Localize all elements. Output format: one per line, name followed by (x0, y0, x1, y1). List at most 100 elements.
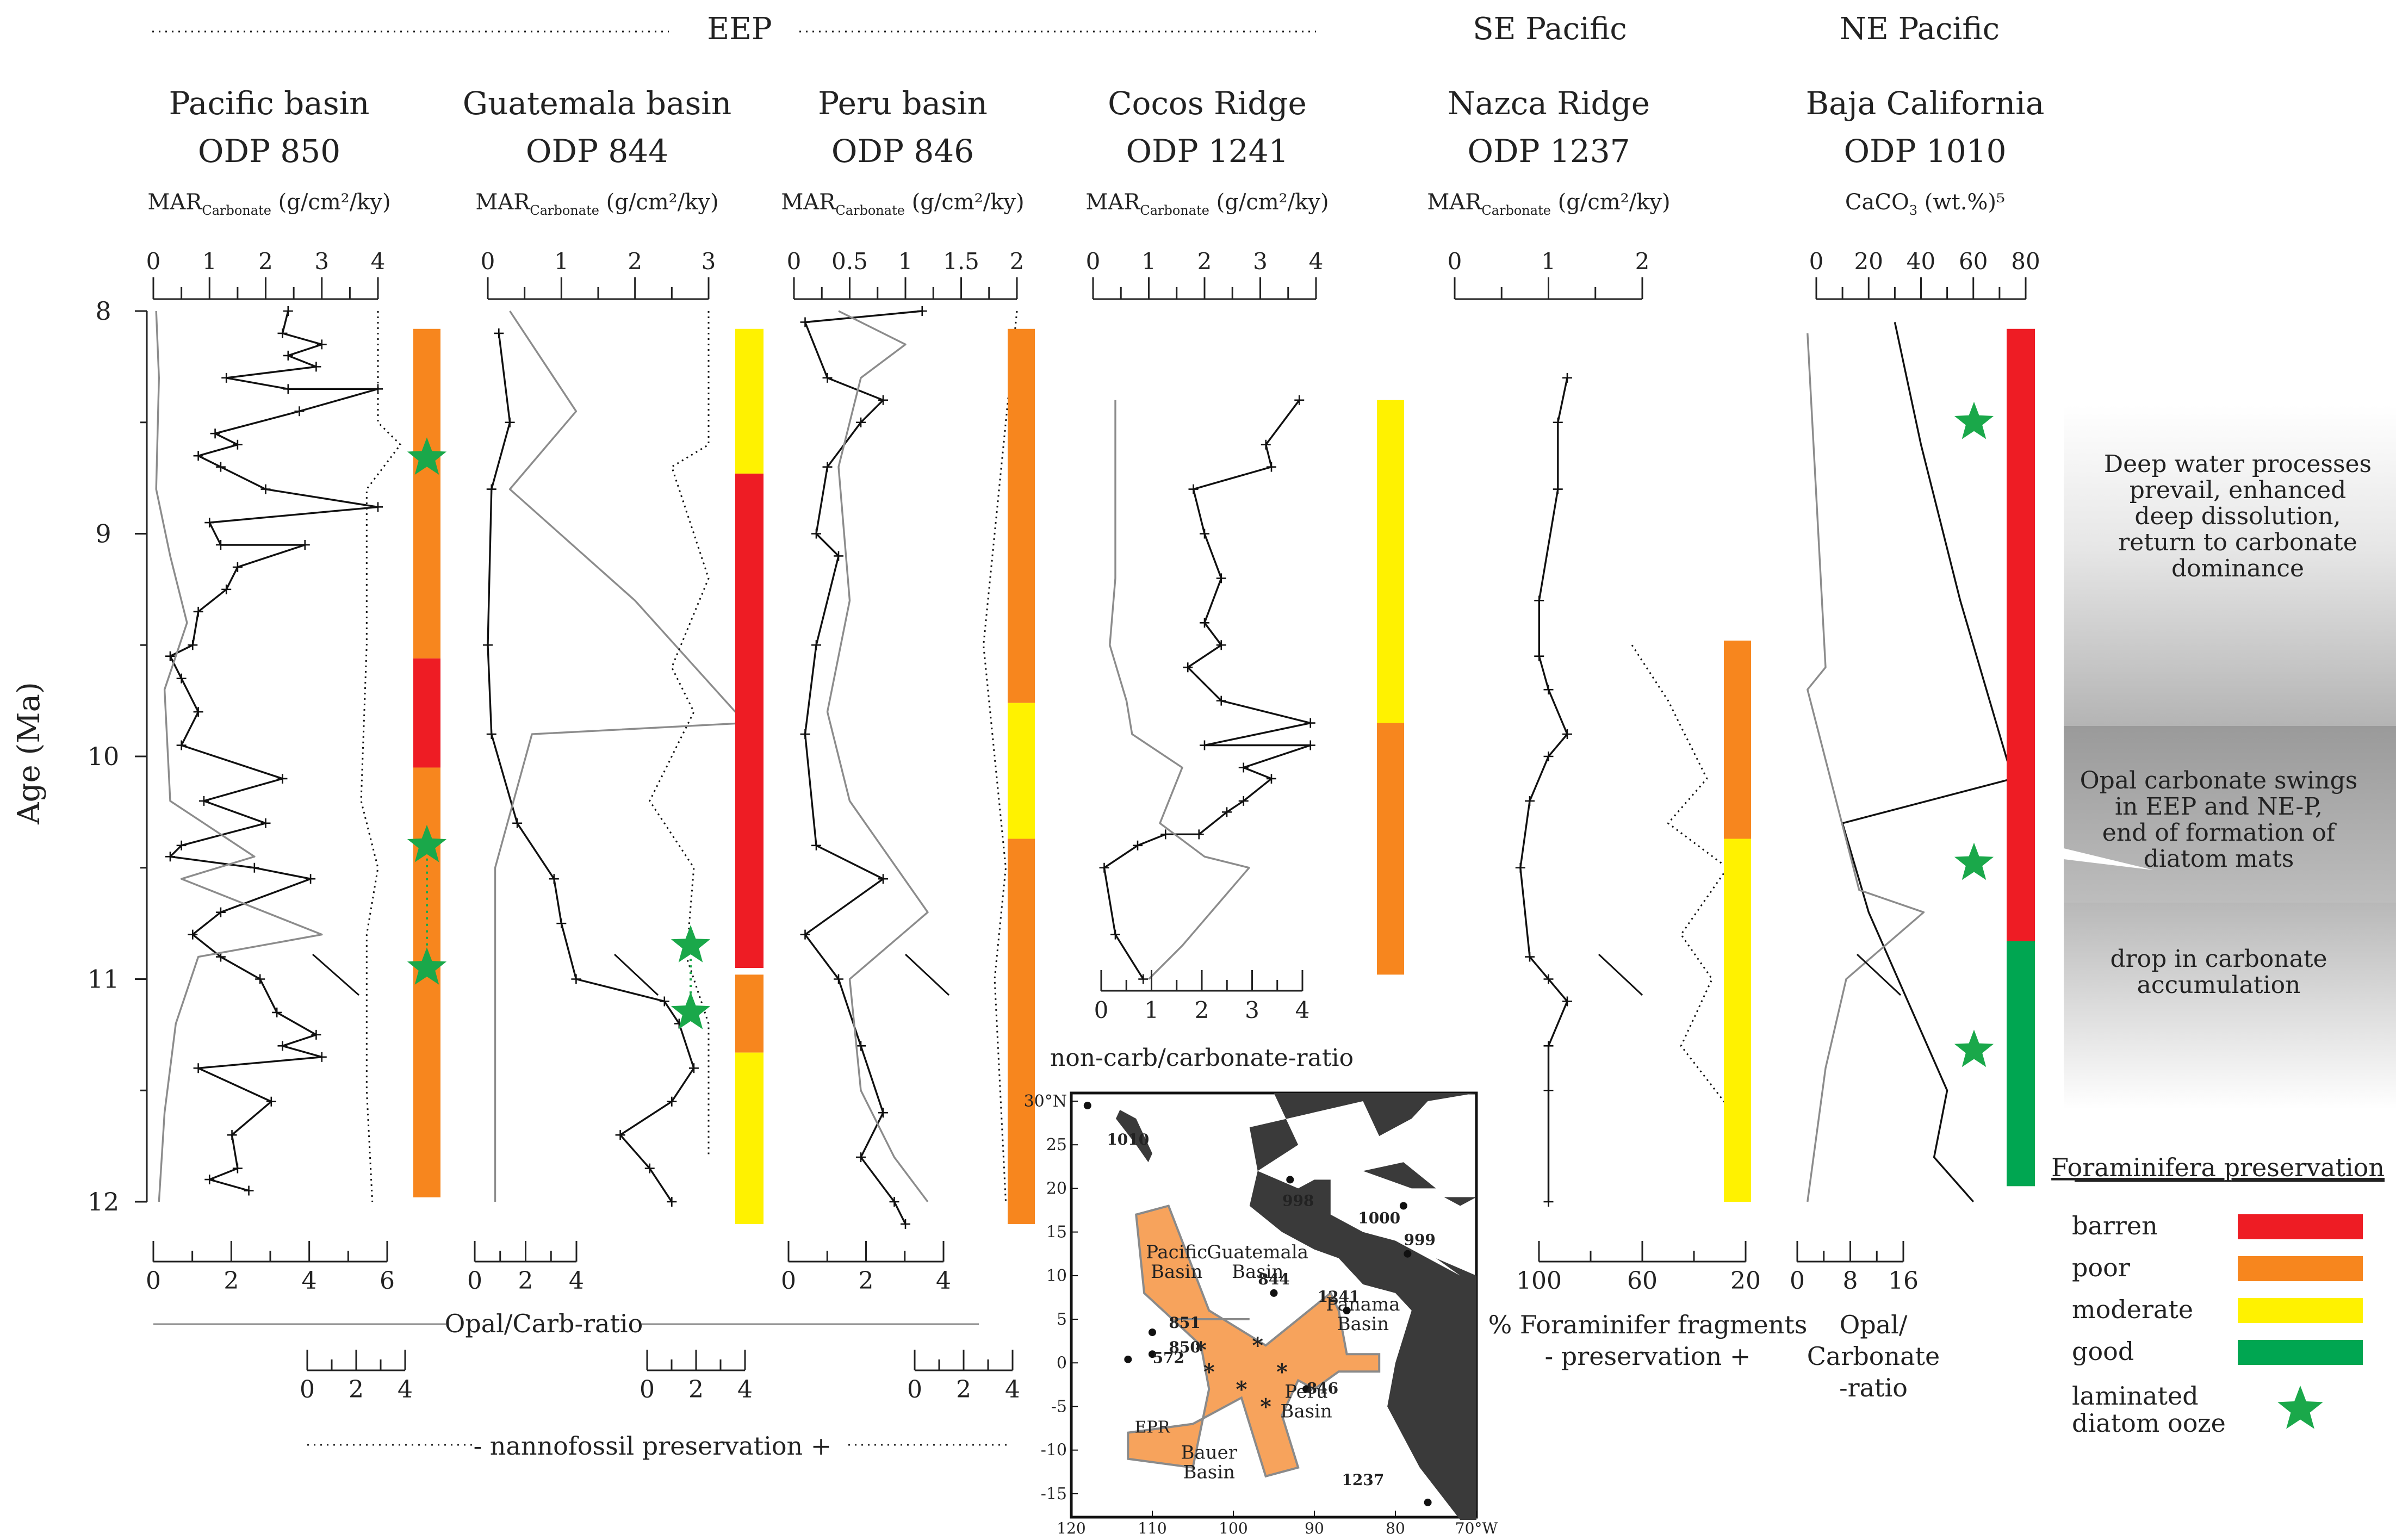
map-site-dot (1083, 1102, 1091, 1110)
bottom-axis-tick-label: 4 (1005, 1376, 1020, 1404)
foram-bar-segment (735, 473, 764, 968)
series-line (1631, 644, 1734, 1202)
bottom-axis: 0 2 4 (640, 1350, 753, 1404)
data-point (811, 840, 821, 850)
data-point (505, 417, 515, 427)
site-unit: MARCarbonate (g/cm²/ky) (1085, 190, 1329, 218)
data-point (667, 1096, 677, 1107)
basins-shape (1127, 1204, 1381, 1478)
data-point (486, 729, 496, 740)
data-point (615, 1130, 625, 1140)
map-site-label: 850 (1169, 1338, 1200, 1356)
data-point (1267, 773, 1276, 784)
bottom-axis-tick-label: 0 (1790, 1267, 1805, 1295)
data-point (1294, 395, 1305, 405)
bottom-axis-tick-label: 0 (640, 1376, 655, 1404)
data-point (878, 1108, 888, 1118)
bottom-axis-tick-label: 100 (1516, 1267, 1562, 1295)
annotation-line: accumulation (2137, 971, 2301, 999)
series-line (1103, 399, 1312, 980)
data-point (1261, 439, 1271, 450)
legend-label: poor (2072, 1253, 2130, 1282)
legend-laminated: laminated (2072, 1381, 2199, 1411)
data-point (486, 484, 496, 494)
star-icon (1954, 1029, 1994, 1067)
opal1010-axis-label: Opal/ (1840, 1310, 1908, 1339)
map-site-label: 851 (1169, 1314, 1200, 1332)
data-point (266, 1096, 276, 1107)
data-point (193, 451, 203, 461)
bottom-axis-tick-label: 60 (1627, 1267, 1658, 1295)
map-lat-label: 5 (1057, 1310, 1067, 1329)
data-point (889, 1197, 899, 1207)
legend: Foraminifera preservation barren poor moder… (2051, 1153, 2385, 1438)
annotation-line: Opal carbonate swings (2080, 767, 2358, 794)
data-point (188, 929, 198, 940)
series-line (360, 311, 401, 1202)
data-point (311, 362, 321, 372)
map-site-dot (1270, 1289, 1278, 1297)
data-point (1525, 796, 1535, 806)
data-point (1160, 829, 1171, 840)
bottom-axis-tick-label: 2 (688, 1376, 704, 1404)
map-basin-label: Panama (1326, 1294, 1400, 1315)
top-axis-tick-label: 1 (1141, 248, 1156, 275)
data-point (822, 462, 833, 472)
data-point (1222, 807, 1232, 817)
site-unit: MARCarbonate (g/cm²/ky) (1427, 190, 1670, 218)
data-point (1525, 952, 1535, 962)
data-point (1515, 862, 1525, 873)
land-caribbean (1363, 1162, 1476, 1206)
data-point (232, 562, 243, 572)
data-point (1216, 573, 1226, 583)
map-site-dot (1424, 1498, 1432, 1506)
data-point (311, 1029, 321, 1040)
bottom-axis: 0 2 4 (467, 1241, 584, 1295)
star-icon (407, 947, 447, 985)
map-lat-label: 0 (1057, 1353, 1067, 1373)
y-axis-label: Age (Ma) (11, 682, 47, 825)
data-point (215, 539, 226, 550)
data-point (556, 918, 567, 929)
data-point (300, 539, 310, 550)
series-line (1807, 333, 1925, 1202)
map-star-icon: * (1276, 1359, 1288, 1384)
legend-swatch (2238, 1298, 2363, 1323)
map-site-dot (1124, 1355, 1132, 1363)
data-point (1183, 662, 1193, 673)
map-basin-label: Basin (1337, 1313, 1389, 1335)
bottom-axis-tick-label: 2 (859, 1267, 874, 1295)
top-axis-tick-label: 0 (1448, 248, 1462, 275)
data-point (176, 740, 187, 750)
series-line (649, 311, 710, 1158)
data-point (856, 1152, 866, 1163)
annotation-line: dominance (2171, 555, 2304, 582)
data-point (800, 729, 810, 740)
legend-star-icon (2277, 1386, 2323, 1429)
data-point (1543, 1197, 1554, 1207)
data-point (193, 1063, 203, 1073)
map-lat-label: 25 (1046, 1135, 1067, 1154)
map-lon-label: 110 (1138, 1519, 1166, 1537)
foram-bar-segment (735, 328, 764, 474)
annotation-band-2-text: Opal carbonate swings in EEP and NE-P, e… (2080, 767, 2358, 873)
data-point (688, 1063, 699, 1073)
bottom-axis-tick-label: 4 (737, 1376, 753, 1404)
panel-3 (800, 306, 1035, 1229)
data-point (1238, 796, 1249, 806)
bottom-axis: 0 2 4 (781, 1241, 951, 1295)
data-point (277, 773, 288, 784)
top-axis-tick-label: 2 (258, 248, 273, 275)
top-axis: 0 0.5 1 1.5 2 (787, 248, 1024, 300)
y-axis: 8 9 10 11 12 (88, 296, 148, 1216)
top-axis-tick-label: 2 (1197, 248, 1212, 275)
top-axis-tick-label: 20 (1854, 248, 1883, 275)
site-name: Peru basin (818, 85, 988, 122)
top-axis-tick-label: 0 (146, 248, 161, 275)
top-axis-tick-label: 1.5 (943, 248, 979, 275)
map-site-label: 844 (1258, 1270, 1289, 1288)
legend-swatch (2238, 1340, 2363, 1365)
data-point (512, 818, 523, 828)
land-baja (1115, 1110, 1152, 1163)
data-point (204, 518, 215, 528)
